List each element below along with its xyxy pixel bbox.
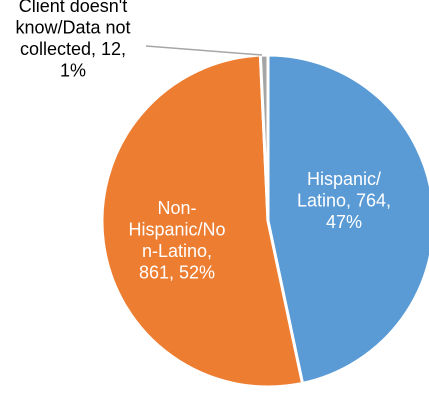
data-label-hispanic-latino: Hispanic/Latino, 764, 47% xyxy=(297,169,391,232)
pie-slice-non-hispanic-non-latino xyxy=(100,53,304,389)
data-label-client-doesn-t-know-data-not-collected: Client doesn't know/Data not collected, 12… xyxy=(15,0,130,81)
data-label-non-hispanic-non-latino: Non-Hispanic/No n-Latino, 861, 52% xyxy=(128,198,225,283)
leader-line xyxy=(145,45,263,56)
pie-slice-hispanic-latino xyxy=(266,53,429,385)
